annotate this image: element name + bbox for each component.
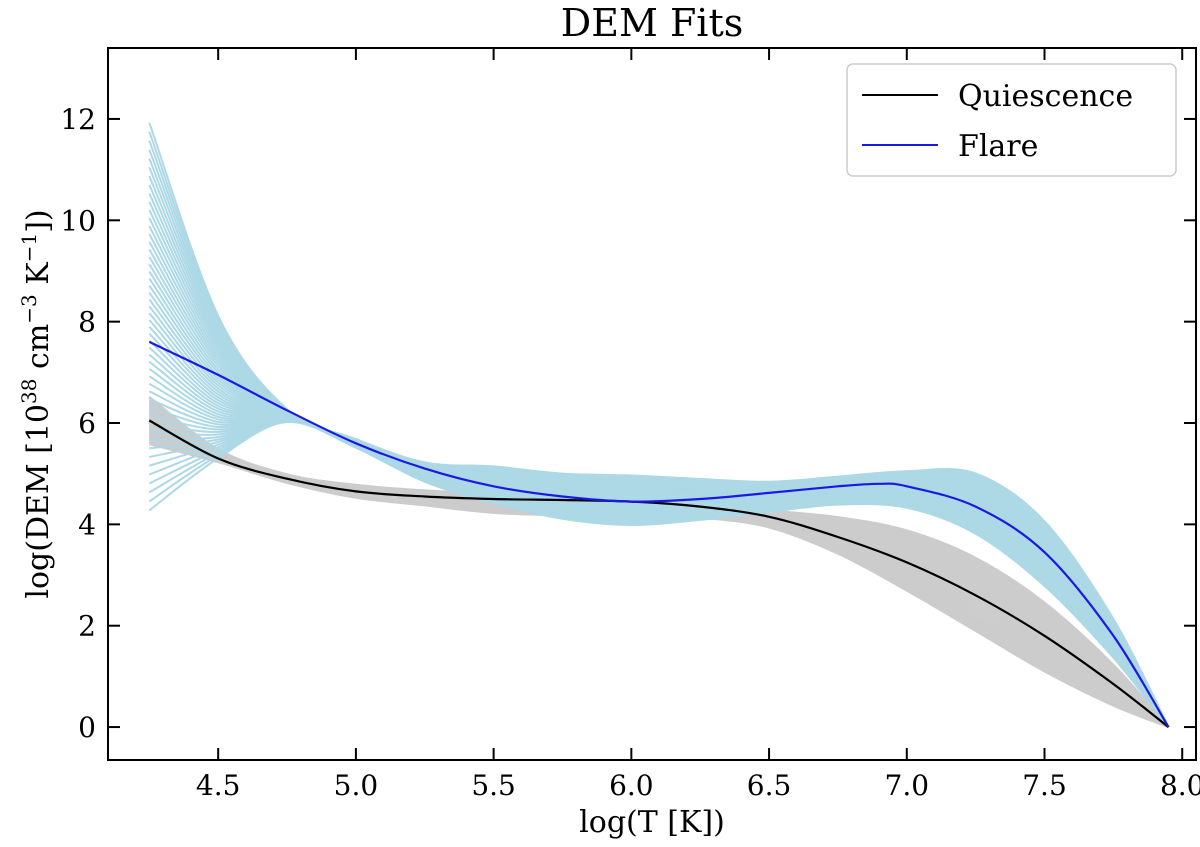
quiescence-fit-curve: [148, 423, 1170, 728]
flare-fit-curve: [149, 405, 1170, 728]
quiescence-fit-curve: [148, 404, 1170, 728]
legend-label-quiescence: Quiescence: [958, 79, 1133, 114]
plot-frame: [107, 47, 1197, 761]
quiescence-fit-curve: [148, 424, 1170, 728]
x-tick-label: 6.5: [747, 769, 792, 802]
flare-fit-curve: [149, 418, 1170, 728]
x-tick-label: 5.5: [471, 769, 516, 802]
quiescence-fit-curve: [148, 420, 1170, 728]
flare-fit-curve: [149, 418, 1170, 728]
y-tick-label: 12: [60, 103, 96, 136]
y-tick-label: 6: [78, 407, 96, 440]
quiescence-fit-curve: [148, 412, 1170, 728]
quiescence-fit-curve: [148, 427, 1170, 728]
quiescence-fit-curve: [148, 409, 1170, 728]
quiescence-fit-curve: [148, 400, 1170, 728]
quiescence-fit-curve: [148, 406, 1170, 728]
flare-fit-curve: [148, 420, 1170, 728]
x-axis-label: log(T [K]): [579, 805, 725, 840]
y-axis-label: log(DEM [1038 cm−3 K−1]): [17, 209, 56, 598]
flare-fit-curve: [148, 420, 1170, 728]
x-tick-label: 7.0: [885, 769, 930, 802]
y-tick-label: 2: [78, 610, 96, 643]
x-tick-label: 6.0: [609, 769, 654, 802]
quiescence-fit-curve: [148, 401, 1170, 728]
quiescence-fit-curve: [148, 398, 1170, 728]
legend-box: [846, 63, 1177, 177]
flare-fit-curve: [148, 420, 1170, 728]
x-axis-ticks: 4.5 5.0 5.5 6.0 6.5 7.0 7.5 8.0: [196, 48, 1200, 802]
y-axis-ticks: 0 2 4 6 8 10 12: [60, 103, 1196, 744]
series-line-quiescence: [148, 419, 1170, 728]
quiescence-fit-curve: [148, 421, 1170, 728]
quiescence-fit-curve: [148, 402, 1170, 728]
quiescence-fit-curve: [148, 415, 1170, 728]
flare-fit-curve: [148, 420, 1170, 728]
y-tick-label: 0: [78, 711, 96, 744]
fit-ensembles: [148, 122, 1170, 729]
quiescence-fit-curve: [148, 426, 1170, 728]
quiescence-fit-curve: [148, 422, 1170, 728]
quiescence-fit-curve: [148, 413, 1170, 728]
flare-fit-curve: [149, 419, 1170, 728]
quiescence-fit-curve: [148, 418, 1170, 728]
legend-label-flare: Flare: [958, 129, 1038, 164]
y-tick-label: 10: [60, 204, 96, 237]
x-tick-label: 4.5: [196, 769, 241, 802]
quiescence-fit-curve: [148, 428, 1170, 728]
flare-fit-curve: [148, 398, 1170, 728]
quiescence-fit-curve: [148, 411, 1170, 728]
quiescence-fit-curve: [148, 407, 1170, 728]
legend: Quiescence Flare: [846, 63, 1177, 177]
series-line-flare: [148, 340, 1170, 728]
quiescence-fit-curve: [148, 410, 1170, 728]
chart-title: DEM Fits: [561, 1, 744, 45]
flare-fit-curve: [149, 419, 1170, 728]
quiescence-fit-curve: [148, 425, 1170, 728]
quiescence-fit-curve: [148, 430, 1170, 728]
quiescence-fit-curve: [148, 419, 1170, 728]
y-tick-label: 4: [78, 508, 96, 541]
flare-fit-curve: [149, 418, 1170, 728]
x-tick-label: 8.0: [1160, 769, 1200, 802]
y-tick-label: 8: [78, 306, 96, 339]
quiescence-fit-curve: [148, 416, 1170, 728]
x-tick-label: 5.0: [334, 769, 379, 802]
quiescence-fit-curve: [148, 414, 1170, 728]
flare-fit-curve: [148, 419, 1170, 728]
flare-fit-curve: [149, 413, 1170, 728]
quiescence-fit-curve: [148, 405, 1170, 728]
x-tick-label: 7.5: [1022, 769, 1067, 802]
flare-fit-curve: [149, 419, 1170, 728]
series-lines: [148, 340, 1170, 728]
